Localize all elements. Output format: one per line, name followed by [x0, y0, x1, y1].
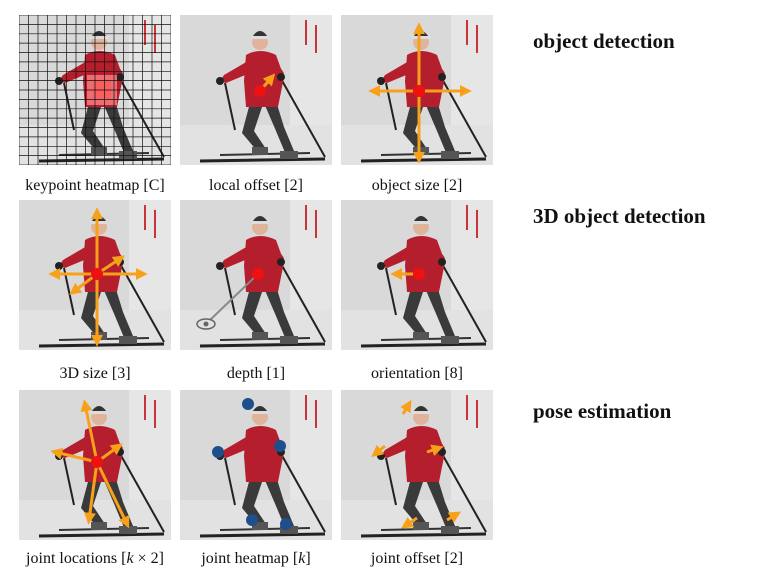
center-point	[413, 85, 425, 97]
joint-points	[212, 398, 292, 530]
panel-object-size	[341, 15, 493, 165]
panel-depth	[180, 200, 332, 350]
caption-joint-locations: joint locations [k × 2]	[26, 550, 164, 567]
panel-local-offset	[180, 15, 332, 165]
caption-3d-size: 3D size [3]	[59, 365, 131, 382]
caption-object-size: object size [2]	[371, 177, 463, 194]
panel-orientation	[341, 200, 493, 350]
task-label-object-detection: object detection	[533, 29, 675, 53]
caption-local-offset: local offset [2]	[209, 177, 303, 194]
caption-orientation: orientation [8]	[371, 365, 463, 382]
panel-joint-heatmap	[180, 390, 332, 540]
caption-joint-offset: joint offset [2]	[370, 550, 464, 567]
size-arrows	[368, 22, 472, 164]
panel-3d-size	[19, 200, 171, 350]
joint-offset-arrows	[371, 399, 462, 529]
caption-keypoint-heatmap: keypoint heatmap [C]	[25, 177, 165, 194]
center-point	[91, 456, 103, 468]
panel-keypoint-heatmap	[19, 15, 171, 165]
task-label-3d-object-detection: 3D object detection	[533, 204, 706, 228]
center-point	[254, 85, 266, 97]
depth-line	[209, 273, 259, 321]
panel-joint-locations	[19, 390, 171, 540]
center-point	[252, 268, 264, 280]
task-label-pose-estimation: pose estimation	[533, 399, 672, 423]
center-point	[91, 268, 103, 280]
center-point	[413, 268, 425, 280]
grid-overlay	[19, 15, 171, 165]
caption-depth: depth [1]	[226, 365, 286, 382]
panel-joint-offset	[341, 390, 493, 540]
joint-location-arrows	[50, 399, 130, 529]
caption-joint-heatmap: joint heatmap [k]	[201, 550, 311, 567]
eye-icon	[196, 318, 216, 330]
